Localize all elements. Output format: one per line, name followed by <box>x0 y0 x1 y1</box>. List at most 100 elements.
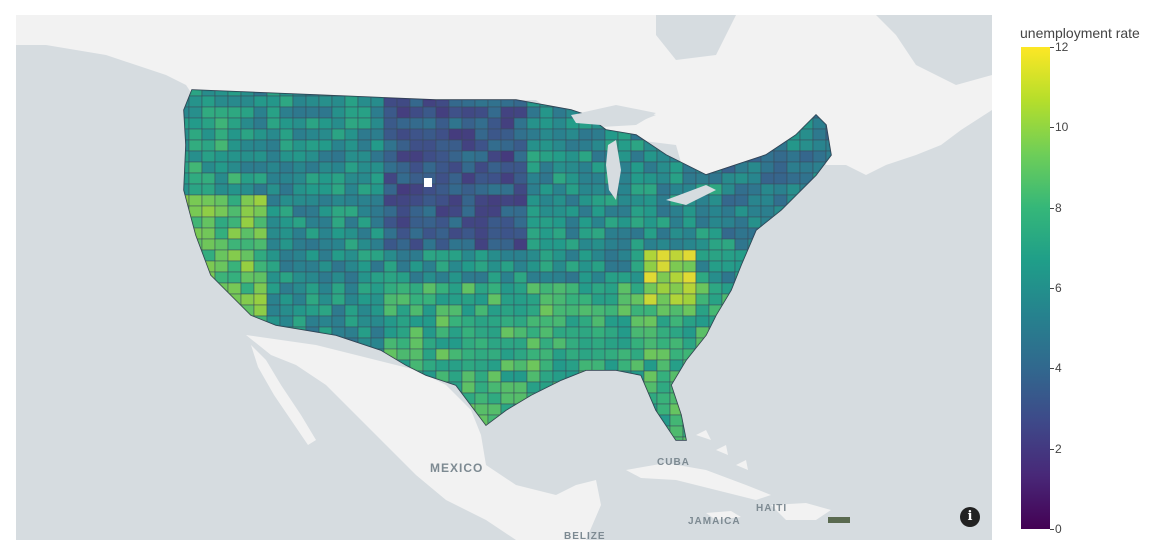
county[interactable] <box>513 260 528 273</box>
county[interactable] <box>708 271 723 284</box>
county[interactable] <box>318 315 333 328</box>
county[interactable] <box>370 150 385 163</box>
county[interactable] <box>214 117 229 130</box>
county[interactable] <box>279 227 294 240</box>
county[interactable] <box>695 205 710 218</box>
county[interactable] <box>539 227 554 240</box>
county[interactable] <box>565 216 580 229</box>
county[interactable] <box>214 150 229 163</box>
county[interactable] <box>240 150 255 163</box>
county[interactable] <box>591 150 606 163</box>
county[interactable] <box>266 260 281 273</box>
county[interactable] <box>253 293 268 306</box>
county[interactable] <box>669 282 684 295</box>
county[interactable] <box>344 205 359 218</box>
county[interactable] <box>240 271 255 284</box>
county[interactable] <box>747 161 762 174</box>
county[interactable] <box>721 238 736 251</box>
county[interactable] <box>292 271 307 284</box>
county[interactable] <box>461 216 476 229</box>
county[interactable] <box>591 194 606 207</box>
county[interactable] <box>656 271 671 284</box>
county[interactable] <box>422 216 437 229</box>
county[interactable] <box>435 348 450 361</box>
county[interactable] <box>448 370 463 383</box>
county[interactable] <box>565 348 580 361</box>
county[interactable] <box>292 238 307 251</box>
county[interactable] <box>500 282 515 295</box>
county[interactable] <box>565 172 580 185</box>
county[interactable] <box>513 282 528 295</box>
county[interactable] <box>409 172 424 185</box>
county[interactable] <box>240 161 255 174</box>
county[interactable] <box>357 172 372 185</box>
county[interactable] <box>279 238 294 251</box>
county[interactable] <box>643 359 658 372</box>
county[interactable] <box>513 370 528 383</box>
county[interactable] <box>617 326 632 339</box>
county[interactable] <box>630 249 645 262</box>
county[interactable] <box>708 282 723 295</box>
county[interactable] <box>669 260 684 273</box>
county[interactable] <box>357 117 372 130</box>
county[interactable] <box>617 205 632 218</box>
county[interactable] <box>539 337 554 350</box>
county[interactable] <box>565 238 580 251</box>
county[interactable] <box>643 249 658 262</box>
county[interactable] <box>305 161 320 174</box>
county[interactable] <box>201 95 216 108</box>
county[interactable] <box>487 161 502 174</box>
county[interactable] <box>656 227 671 240</box>
county[interactable] <box>604 326 619 339</box>
county[interactable] <box>292 172 307 185</box>
county[interactable] <box>513 117 528 130</box>
county[interactable] <box>630 348 645 361</box>
county[interactable] <box>500 117 515 130</box>
county[interactable] <box>591 139 606 152</box>
county[interactable] <box>513 271 528 284</box>
county[interactable] <box>526 205 541 218</box>
county[interactable] <box>721 260 736 273</box>
county[interactable] <box>799 139 814 152</box>
county[interactable] <box>487 403 502 416</box>
county[interactable] <box>656 359 671 372</box>
county[interactable] <box>396 205 411 218</box>
county[interactable] <box>487 249 502 262</box>
county[interactable] <box>409 293 424 306</box>
county[interactable] <box>526 282 541 295</box>
county[interactable] <box>513 161 528 174</box>
county[interactable] <box>357 260 372 273</box>
county[interactable] <box>435 106 450 119</box>
county[interactable] <box>422 227 437 240</box>
county[interactable] <box>708 227 723 240</box>
county[interactable] <box>422 249 437 262</box>
county[interactable] <box>305 106 320 119</box>
county[interactable] <box>643 370 658 383</box>
county[interactable] <box>760 183 775 196</box>
county[interactable] <box>487 392 502 405</box>
county[interactable] <box>409 337 424 350</box>
county[interactable] <box>266 183 281 196</box>
county[interactable] <box>643 293 658 306</box>
county[interactable] <box>435 359 450 372</box>
county[interactable] <box>383 238 398 251</box>
county[interactable] <box>396 238 411 251</box>
county[interactable] <box>227 260 242 273</box>
county[interactable] <box>396 271 411 284</box>
county[interactable] <box>331 315 346 328</box>
county[interactable] <box>773 194 788 207</box>
county[interactable] <box>188 172 203 185</box>
county[interactable] <box>279 260 294 273</box>
county[interactable] <box>565 194 580 207</box>
county[interactable] <box>500 315 515 328</box>
county[interactable] <box>448 227 463 240</box>
county[interactable] <box>682 216 697 229</box>
county[interactable] <box>539 106 554 119</box>
county[interactable] <box>448 117 463 130</box>
county[interactable] <box>435 337 450 350</box>
county[interactable] <box>370 238 385 251</box>
county[interactable] <box>305 293 320 306</box>
county[interactable] <box>253 117 268 130</box>
county[interactable] <box>799 150 814 163</box>
county[interactable] <box>487 260 502 273</box>
